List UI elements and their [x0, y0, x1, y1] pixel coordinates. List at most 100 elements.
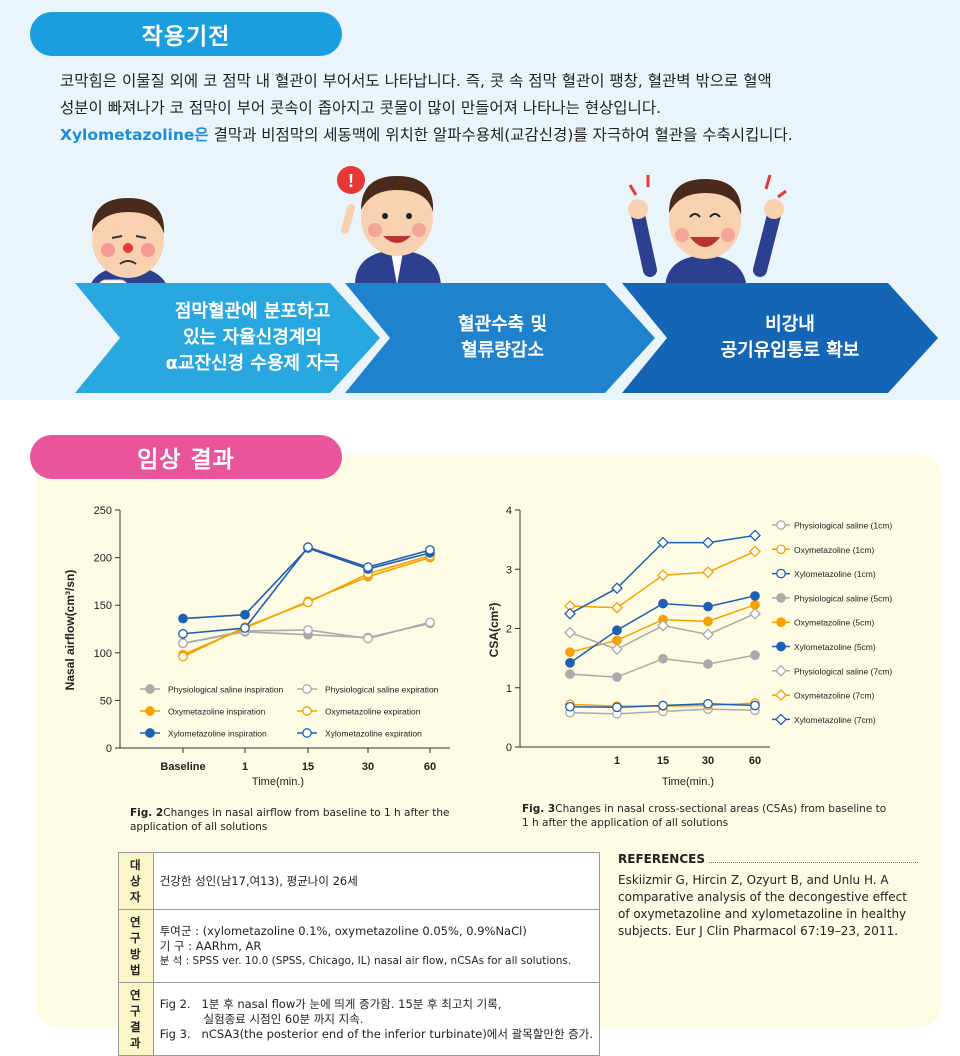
method-line: 투여군 : (xylometazoline 0.1%, oxymetazolin… — [159, 923, 527, 938]
legend-marker — [776, 544, 786, 555]
y-tick-label: 4 — [506, 505, 512, 517]
character-happy-illustration — [628, 174, 787, 290]
x-tick-label: 30 — [702, 755, 714, 767]
xylometazoline-highlight: Xylometazoline은 — [60, 126, 209, 144]
step-1-arrow — [75, 283, 380, 393]
data-point — [565, 658, 575, 668]
y-tick-label: 100 — [94, 648, 112, 660]
legend-marker — [776, 617, 786, 628]
fig2-caption: Fig. 2Changes in nasal airflow from base… — [130, 806, 450, 834]
series-line — [178, 542, 435, 639]
x-axis-label: Time(min.) — [252, 776, 304, 788]
data-point — [425, 617, 435, 628]
data-point — [612, 635, 622, 646]
table-row: 연구방법 투여군 : (xylometazoline 0.1%, oxymeta… — [118, 909, 601, 983]
references-title: REFERENCES — [618, 852, 705, 866]
data-point — [612, 672, 622, 682]
method-value: 투여군 : (xylometazoline 0.1%, oxymetazolin… — [152, 909, 601, 983]
step-3-line-2: 공기유입통로 확보 — [720, 340, 860, 361]
data-point — [657, 619, 669, 632]
x-tick-label: 1 — [242, 761, 248, 773]
subject-value: 건강한 성인(남17,여13), 평균나이 26세 — [152, 852, 601, 910]
step-3-arrow — [622, 283, 938, 393]
series-line — [178, 543, 435, 624]
data-point — [303, 625, 313, 635]
step-3-text: 비강내 공기유입통로 확보 — [680, 283, 900, 393]
data-point — [363, 562, 373, 572]
method-label: 연구방법 — [118, 909, 154, 983]
legend-marker — [775, 664, 787, 677]
y-tick-label: 200 — [94, 553, 112, 565]
legend-marker — [145, 684, 155, 694]
legend-marker — [775, 689, 787, 702]
legend-marker — [775, 713, 787, 726]
data-point — [565, 647, 575, 658]
data-point — [750, 650, 760, 661]
fig2-label: Fig. 2 — [130, 807, 164, 819]
step-3-line-1: 비강내 — [765, 314, 815, 335]
y-tick-label: 150 — [94, 600, 112, 612]
series-line — [178, 617, 435, 649]
legend-label: Physiological saline inspiration — [168, 685, 284, 695]
data-point — [657, 536, 669, 549]
legend-marker — [145, 706, 155, 716]
data-point — [178, 628, 188, 639]
fig3-caption: Fig. 3Changes in nasal cross-sectional a… — [522, 802, 892, 830]
series-line — [565, 698, 760, 713]
y-tick-label: 50 — [100, 695, 112, 707]
data-point — [303, 597, 313, 608]
mechanism-para1: 코막힘은 이물질 외에 코 점막 내 혈관이 부어서도 나타납니다. 즉, 콧 … — [60, 72, 772, 90]
x-tick-label: 60 — [749, 755, 761, 767]
svg-text:!: ! — [348, 171, 354, 191]
mechanism-para1b: 성분이 빠져나가 코 점막이 부어 콧속이 좁아지고 콧물이 많이 만들어져 나… — [60, 99, 662, 117]
legend-marker — [776, 568, 786, 579]
x-tick-label: 30 — [362, 761, 374, 773]
data-point — [703, 659, 713, 669]
data-point — [658, 700, 668, 711]
data-point — [749, 607, 761, 620]
references-divider — [708, 855, 918, 863]
fig3-text: Changes in nasal cross-sectional areas (… — [522, 803, 887, 829]
step-2-line-1: 혈관수축 및 — [457, 314, 548, 335]
data-point — [611, 643, 623, 656]
mechanism-para2-rest: 결막과 비점막의 세동맥에 위치한 알파수용체(교감신경)를 자극하여 혈관을 … — [208, 126, 793, 144]
method-line: 기 구 : AARhm, AR — [159, 938, 262, 953]
data-point — [702, 628, 714, 641]
data-point — [178, 638, 188, 649]
method-line: 분 석 : SPSS ver. 10.0 (SPSS, Chicago, IL)… — [159, 954, 572, 967]
series-path — [182, 546, 431, 635]
y-tick-label: 250 — [94, 505, 112, 517]
mechanism-text: 코막힘은 이물질 외에 코 점막 내 혈관이 부어서도 나타납니다. 즉, 콧 … — [60, 68, 920, 149]
x-tick-label: 15 — [302, 761, 314, 773]
data-point — [363, 633, 373, 644]
data-point — [564, 607, 576, 620]
result-label: 연구결과 — [118, 982, 154, 1056]
data-point — [611, 582, 623, 595]
legend-label: Xylometazoline (1cm) — [794, 569, 876, 579]
step-1-line-3: α교잔신경 수용제 자극 — [165, 353, 340, 374]
series-line — [564, 607, 761, 656]
series-line — [564, 529, 761, 620]
legend-label: Oxymetazoline (1cm) — [794, 545, 874, 555]
result-line: Fig 2. 1분 후 nasal flow가 눈에 띄게 증가함. 15분 후… — [159, 996, 502, 1011]
mechanism-para2: Xylometazoline은 결막과 비점막의 세동맥에 위치한 알파수용체(… — [60, 122, 920, 149]
legend-marker — [776, 593, 786, 603]
data-point — [703, 616, 713, 627]
legend-label: Physiological saline (5cm) — [794, 593, 892, 603]
series-line — [564, 545, 761, 614]
legend-label: Xylometazoline (7cm) — [794, 715, 876, 725]
nasal-airflow-chart: 0 50 100 150 200 250 Baseline 1 15 30 60 Time(min.)… — [63, 505, 450, 788]
data-point — [612, 625, 622, 636]
data-point — [178, 613, 188, 624]
data-point — [425, 545, 435, 555]
data-point — [749, 529, 761, 542]
legend-label: Oxymetazoline expiration — [325, 707, 421, 717]
legend-marker — [302, 728, 312, 738]
data-point — [565, 669, 575, 679]
fig2-text: Changes in nasal airflow from baseline t… — [130, 807, 450, 833]
legend-label: Oxymetazoline (7cm) — [794, 691, 874, 701]
legend-marker — [776, 520, 786, 530]
y-axis-label: CSA(cm²) — [487, 603, 501, 658]
data-point — [240, 623, 250, 633]
result-value: Fig 2. 1분 후 nasal flow가 눈에 띄게 증가함. 15분 후… — [152, 982, 601, 1056]
